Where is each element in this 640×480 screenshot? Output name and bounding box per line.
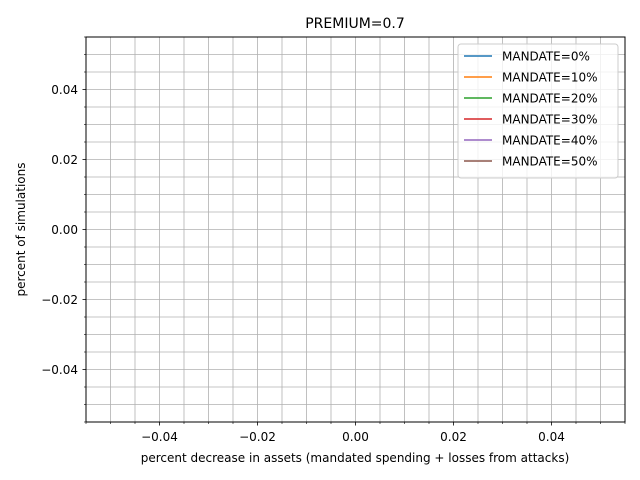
y-tick-label: 0.02	[51, 153, 78, 167]
x-tick-label: 0.00	[342, 430, 369, 444]
legend: MANDATE=0% MANDATE=10% MANDATE=20% MANDATE=…	[457, 43, 619, 179]
legend-label: MANDATE=40%	[502, 134, 597, 148]
x-tick-label: −0.04	[141, 430, 178, 444]
legend-label: MANDATE=10%	[502, 71, 597, 85]
legend-label: MANDATE=50%	[502, 155, 597, 169]
legend-label: MANDATE=30%	[502, 113, 597, 127]
x-tick-label: 0.04	[538, 430, 565, 444]
chart-title: PREMIUM=0.7	[305, 16, 405, 32]
y-tick-label: −0.02	[41, 293, 78, 307]
legend-label: MANDATE=20%	[502, 92, 597, 106]
x-tick-label: −0.02	[239, 430, 276, 444]
legend-label: MANDATE=0%	[502, 50, 590, 64]
y-tick-label: −0.04	[41, 363, 78, 377]
y-axis-label: percent of simulations	[14, 163, 28, 297]
ticks: −0.04 −0.02 0.00 0.02 0.04 −0.04 −0.02 0.00 0.02…	[41, 36, 626, 444]
legend-box	[457, 43, 619, 179]
y-tick-label: 0.00	[51, 223, 78, 237]
y-tick-label: 0.04	[51, 83, 78, 97]
x-axis-label: percent decrease in assets (mandated spe…	[141, 451, 570, 465]
x-tick-label: 0.02	[440, 430, 467, 444]
